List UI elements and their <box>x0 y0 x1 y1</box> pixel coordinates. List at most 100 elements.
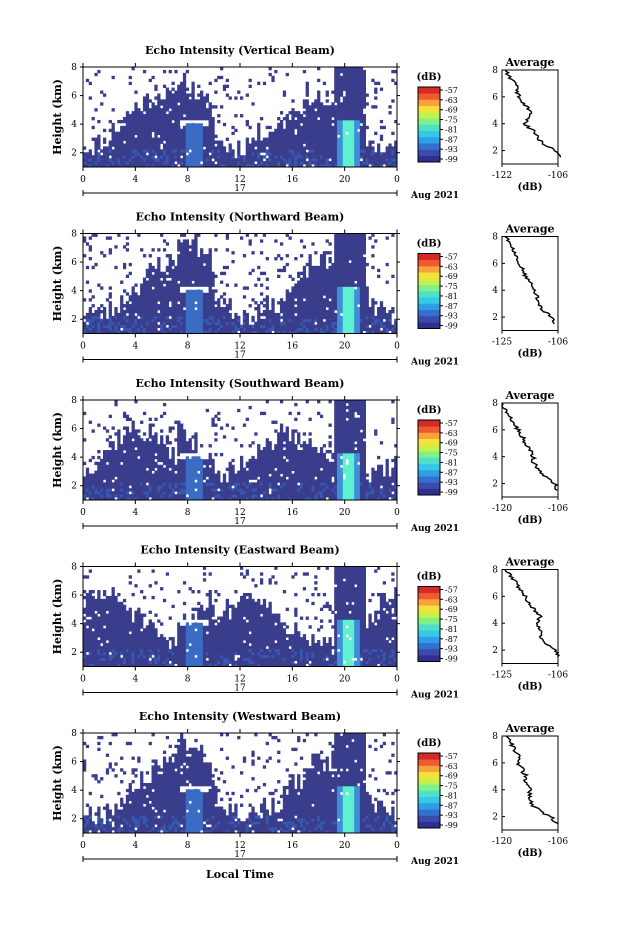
heatmap-cell <box>309 254 312 257</box>
heatmap-cell <box>320 307 323 310</box>
heatmap-cell <box>280 322 283 325</box>
heatmap-cell <box>97 161 100 164</box>
heatmap-cell <box>152 444 155 447</box>
heatmap-cell <box>360 281 363 284</box>
heatmap-cell <box>143 319 146 322</box>
heatmap-cell <box>166 474 169 477</box>
heatmap-cell <box>366 289 369 292</box>
heatmap-cell <box>197 476 200 479</box>
heatmap-cell <box>154 456 157 459</box>
heatmap-cell <box>260 117 263 120</box>
heatmap-cell <box>237 143 240 146</box>
heatmap-cell <box>117 453 120 456</box>
heatmap-cell <box>169 266 172 269</box>
heatmap-cell <box>346 260 349 263</box>
heatmap-cell <box>280 242 283 245</box>
heatmap-cell <box>283 152 286 155</box>
heatmap-cell <box>346 91 349 94</box>
heatmap-cell <box>209 479 212 482</box>
heatmap-cell <box>203 281 206 284</box>
heatmap-cell <box>189 462 192 465</box>
heatmap-cell <box>366 146 369 149</box>
heatmap-cell <box>123 263 126 266</box>
heatmap-cell <box>309 286 312 289</box>
heatmap-cell <box>337 79 340 82</box>
heatmap-cell <box>297 316 300 319</box>
heatmap-cell <box>286 298 289 301</box>
heatmap-cell <box>317 310 320 313</box>
heatmap-cell <box>357 248 360 251</box>
heatmap-cell <box>206 310 209 313</box>
heatmap-cell <box>306 316 309 319</box>
heatmap-cell <box>291 319 294 322</box>
heatmap-cell <box>191 295 194 298</box>
heatmap-cell <box>186 316 189 319</box>
heatmap-cell <box>183 435 186 438</box>
heatmap-cell <box>343 245 346 248</box>
heatmap-cell <box>334 155 337 158</box>
heatmap-cell <box>154 450 157 453</box>
heatmap-cell <box>169 289 172 292</box>
heatmap-cell <box>317 141 320 144</box>
heatmap-cell <box>340 286 343 289</box>
heatmap-cell <box>189 491 192 494</box>
heatmap-cell <box>171 126 174 129</box>
heatmap-cell <box>92 322 95 325</box>
heatmap-cell <box>149 476 152 479</box>
heatmap-cell <box>337 295 340 298</box>
heatmap-cell <box>177 494 180 497</box>
heatmap-cell <box>183 76 186 79</box>
heatmap-cell <box>343 135 346 138</box>
heatmap-cell <box>160 429 163 432</box>
colorbar-segment <box>418 93 440 100</box>
heatmap-cell <box>149 468 152 471</box>
heatmap-cell <box>146 465 149 468</box>
heatmap-cell <box>280 257 283 260</box>
heatmap-cell <box>383 155 386 158</box>
heatmap-cell <box>328 278 331 281</box>
heatmap-cell <box>331 91 334 94</box>
heatmap-cell <box>211 307 214 310</box>
heatmap-cell <box>126 316 129 319</box>
heatmap-cell <box>223 319 226 322</box>
heatmap-cell <box>363 316 366 319</box>
heatmap-cell <box>117 435 120 438</box>
heatmap-cell <box>277 275 280 278</box>
heatmap-cell <box>126 441 129 444</box>
heatmap-cell <box>211 328 214 331</box>
heatmap-cell <box>311 129 314 132</box>
heatmap-cell <box>291 295 294 298</box>
heatmap-cell <box>297 123 300 126</box>
heatmap-cell <box>260 149 263 152</box>
heatmap-cell <box>229 319 232 322</box>
heatmap-cell <box>380 307 383 310</box>
heatmap-cell <box>92 234 95 237</box>
heatmap-cell <box>109 146 112 149</box>
heatmap-cell <box>337 251 340 254</box>
heatmap-cell <box>160 123 163 126</box>
heatmap-cell <box>180 257 183 260</box>
heatmap-cell <box>334 91 337 94</box>
heatmap-cell <box>229 152 232 155</box>
heatmap-cell <box>120 313 123 316</box>
heatmap-cell <box>174 438 177 441</box>
heatmap-cell <box>194 444 197 447</box>
heatmap-cell <box>189 93 192 96</box>
heatmap-cell <box>200 485 203 488</box>
heatmap-cell <box>354 322 357 325</box>
heatmap-cell <box>169 325 172 328</box>
heatmap-cell <box>243 286 246 289</box>
heatmap-cell <box>331 313 334 316</box>
heatmap-cell <box>183 319 186 322</box>
heatmap-cell <box>146 286 149 289</box>
heatmap-cell <box>152 111 155 114</box>
heatmap-cell <box>386 319 389 322</box>
heatmap-cell <box>89 316 92 319</box>
heatmap-cell <box>137 319 140 322</box>
heatmap-cell <box>137 295 140 298</box>
heatmap-cell <box>294 295 297 298</box>
heatmap-cell <box>191 105 194 108</box>
heatmap-cell <box>183 438 186 441</box>
heatmap-cell <box>112 138 115 141</box>
heatmap-cell <box>294 141 297 144</box>
